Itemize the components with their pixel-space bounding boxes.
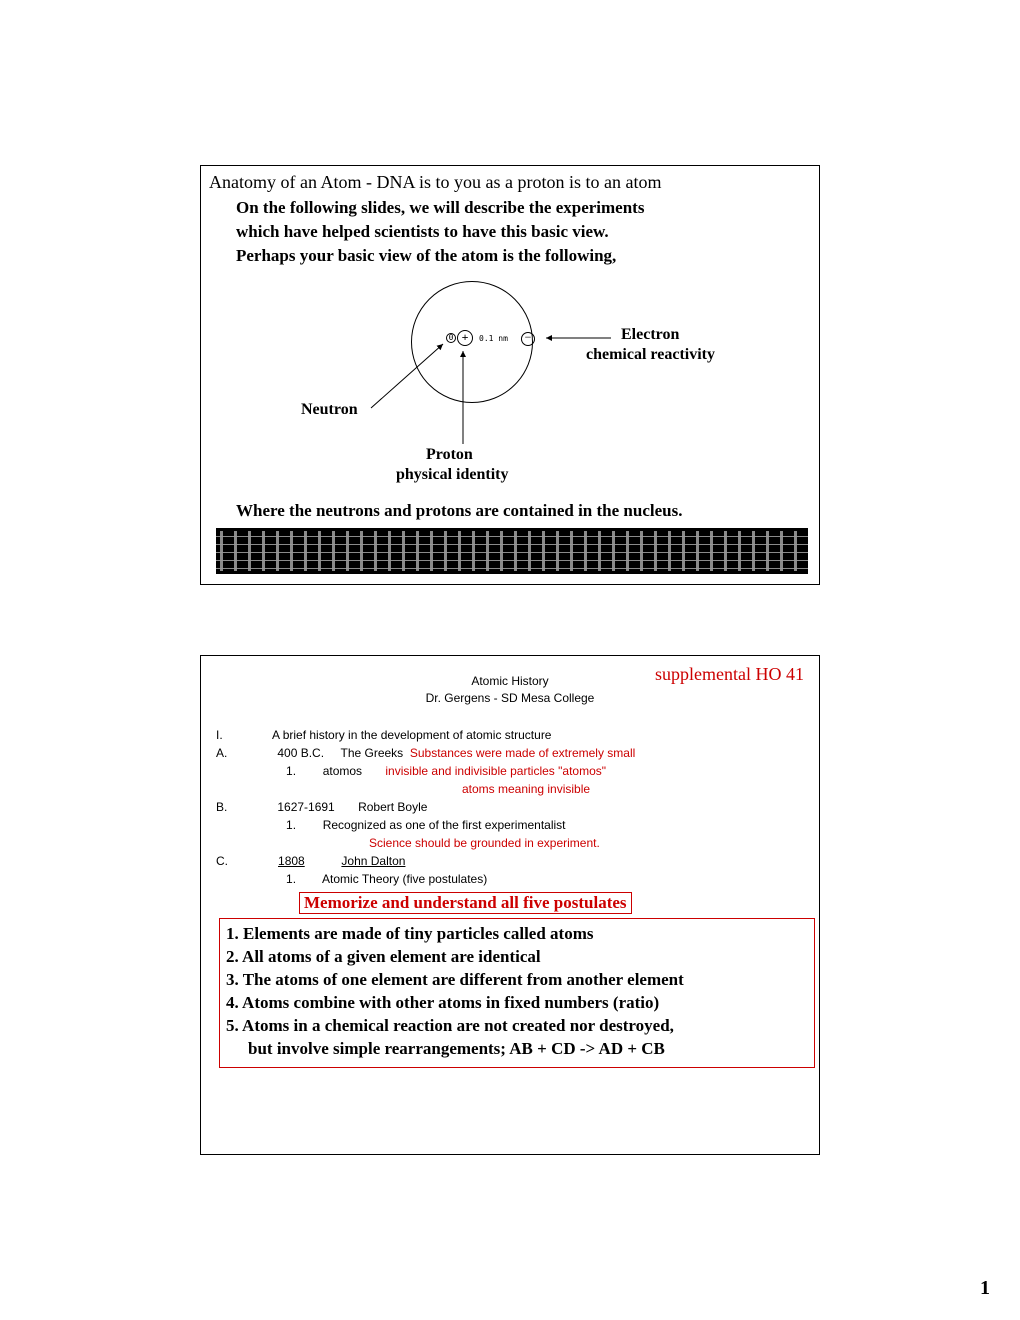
memorize-box: Memorize and understand all five postula… <box>299 892 632 914</box>
outline-r6: C. 1808 John Dalton <box>216 852 635 870</box>
phys-label: physical identity <box>396 466 508 484</box>
postulate-5: 5. Atoms in a chemical reaction are not … <box>226 1015 808 1038</box>
slide-history: supplemental HO 41 Atomic History Dr. Ge… <box>200 655 820 1155</box>
proton-label: Proton <box>426 446 473 464</box>
neutron-label: Neutron <box>301 401 358 419</box>
nucleus-text: Where the neutrons and protons are conta… <box>236 501 682 521</box>
postulates-box: 1. Elements are made of tiny particles c… <box>219 918 815 1068</box>
postulate-5b: but involve simple rearrangements; AB + … <box>226 1038 808 1061</box>
outline-r3c: atoms meaning invisible <box>216 780 635 798</box>
outline-r2: A. 400 B.C. The Greeks Substances were m… <box>216 744 635 762</box>
history-title: Atomic History <box>201 674 819 688</box>
outline-r5: 1. Recognized as one of the first experi… <box>216 816 635 834</box>
history-author: Dr. Gergens - SD Mesa College <box>201 691 819 705</box>
postulate-1: 1. Elements are made of tiny particles c… <box>226 923 808 946</box>
arrows-svg <box>201 166 821 586</box>
postulate-2: 2. All atoms of a given element are iden… <box>226 946 808 969</box>
outline-r5b: Science should be grounded in experiment… <box>216 834 635 852</box>
chem-label: chemical reactivity <box>586 346 715 364</box>
outline-r4: B. 1627-1691 Robert Boyle <box>216 798 635 816</box>
electron-label: Electron <box>621 326 679 344</box>
slide-anatomy: Anatomy of an Atom - DNA is to you as a … <box>200 165 820 585</box>
pattern-band <box>216 528 808 574</box>
outline-r3: 1. atomos invisible and indivisible part… <box>216 762 635 780</box>
outline-r7: 1. Atomic Theory (five postulates) <box>216 870 635 888</box>
postulate-3: 3. The atoms of one element are differen… <box>226 969 808 992</box>
postulate-4: 4. Atoms combine with other atoms in fix… <box>226 992 808 1015</box>
outline-r1: I. A brief history in the development of… <box>216 726 635 744</box>
outline: I. A brief history in the development of… <box>216 726 635 888</box>
page-number: 1 <box>980 1277 990 1300</box>
